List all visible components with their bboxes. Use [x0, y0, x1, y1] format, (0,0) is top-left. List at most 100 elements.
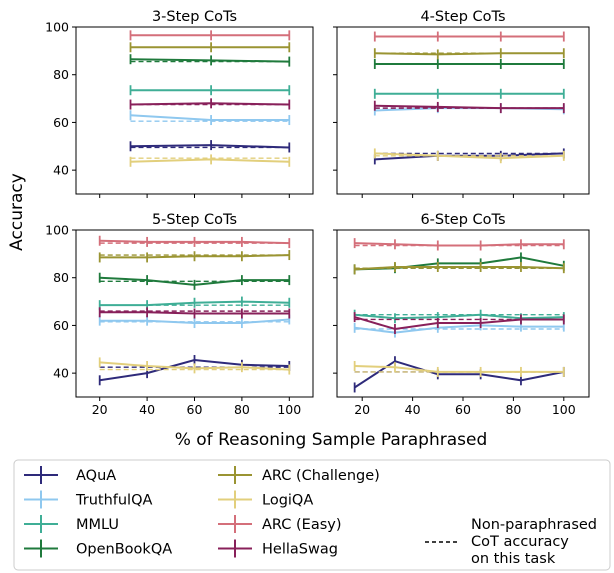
series-line — [354, 266, 564, 271]
legend: AQuA TruthfulQA MMLU OpenBookQA ARC (Challen… — [13, 459, 611, 571]
series-mmlu — [353, 309, 565, 324]
series-line — [354, 316, 564, 331]
series-mmlu — [98, 296, 291, 311]
series-aqua — [353, 356, 565, 393]
series-hellaswag — [373, 100, 565, 114]
series-line — [374, 52, 564, 56]
subplot-1: 3-Step CoTs 40 60 80 100 — [45, 9, 314, 198]
series-aqua — [129, 140, 291, 153]
series-line — [354, 365, 564, 373]
series-openbookqa — [353, 252, 565, 275]
series-truthfulqa — [129, 110, 291, 126]
subplot-4: 6-Step CoTs 20 40 60 80 100 — [333, 212, 590, 417]
series-arc-easy — [373, 31, 565, 42]
subplot-title: 6-Step CoTs — [420, 212, 505, 228]
series-line — [374, 152, 564, 161]
x-tick-label: 20 — [92, 402, 108, 417]
legend-item-aqua: AQuA — [24, 466, 116, 484]
series-truthfulqa — [373, 103, 565, 116]
series-arc-easy — [98, 235, 291, 249]
series-mmlu — [373, 88, 565, 99]
subplot-title: 4-Step CoTs — [420, 9, 505, 25]
series-line — [130, 158, 290, 163]
y-axis-label: Accuracy — [7, 173, 27, 251]
series-openbookqa — [129, 54, 291, 67]
x-tick-label: 60 — [455, 402, 471, 417]
legend-label: HellaSwag — [262, 542, 338, 558]
series-arc-easy — [353, 238, 565, 251]
x-tick-label: 40 — [405, 402, 421, 417]
x-tick-label: 40 — [139, 402, 155, 417]
series-line — [374, 152, 564, 160]
legend-item-truthfulqa: TruthfulQA — [24, 490, 152, 509]
series-hellaswag — [98, 307, 291, 319]
legend-frame — [13, 459, 611, 571]
series-hellaswag — [353, 312, 565, 335]
y-tick-label: 80 — [53, 67, 69, 82]
x-tick-label: 80 — [234, 402, 250, 417]
series-logiqa — [98, 357, 291, 375]
legend-label: OpenBookQA — [76, 542, 172, 558]
series-openbookqa — [98, 272, 291, 290]
subplot-title: 3-Step CoTs — [152, 9, 237, 25]
y-tick-label: 100 — [45, 20, 69, 35]
subplot-frame — [336, 26, 590, 195]
x-tick-label: 20 — [354, 402, 370, 417]
legend-item-logiqa: LogiQA — [218, 490, 313, 509]
y-tick-label: 40 — [53, 163, 69, 178]
legend-label: ARC (Challenge) — [262, 468, 380, 484]
x-axis-label: % of Reasoning Sample Paraphrased — [175, 430, 488, 450]
subplot-2: 4-Step CoTs — [333, 9, 590, 198]
legend-label: MMLU — [76, 517, 119, 533]
series-line — [354, 324, 564, 334]
y-tick-label: 100 — [45, 223, 69, 238]
series-line — [374, 104, 564, 110]
legend-dashed-label-line2: CoT accuracy — [471, 534, 569, 550]
subplot-frame — [336, 229, 590, 398]
legend-item-mmlu: MMLU — [24, 515, 119, 533]
legend-dashed-label-line1: Non-paraphrased — [471, 517, 597, 533]
series-line — [130, 102, 290, 106]
series-line — [354, 313, 564, 320]
subplot-frame — [75, 26, 314, 195]
legend-items: AQuA TruthfulQA MMLU OpenBookQA ARC (Challen… — [24, 466, 380, 558]
series-line — [130, 114, 290, 121]
series-line — [130, 58, 290, 63]
y-tick-label: 80 — [53, 270, 69, 285]
series-arc-challenge — [353, 261, 565, 275]
x-tick-label: 100 — [552, 402, 576, 417]
x-tick-label: 60 — [187, 402, 203, 417]
y-tick-label: 60 — [53, 115, 69, 130]
subplot-frame — [75, 229, 314, 398]
series-logiqa — [353, 360, 565, 377]
series-logiqa — [373, 148, 565, 164]
legend-item-hellaswag: HellaSwag — [218, 539, 338, 558]
series-mmlu — [129, 85, 291, 96]
legend-label: TruthfulQA — [75, 493, 152, 509]
legend-label: ARC (Easy) — [262, 517, 342, 533]
series-arc-challenge — [98, 250, 291, 263]
series-line — [354, 242, 564, 247]
legend-item-arc-easy: ARC (Easy) — [218, 515, 342, 533]
legend-item-openbookqa: OpenBookQA — [24, 539, 172, 558]
subplot-3: 5-Step CoTs 40 60 80 100 20 40 60 80 100 — [45, 212, 314, 417]
legend-dashed-label-line3: on this task — [471, 551, 556, 567]
series-openbookqa — [373, 58, 565, 69]
x-tick-label: 100 — [277, 402, 301, 417]
y-tick-label: 40 — [53, 366, 69, 381]
series-hellaswag — [129, 98, 291, 110]
legend-dashed-entry: Non-paraphrased CoT accuracy on this tas… — [425, 517, 597, 567]
series-logiqa — [129, 154, 291, 167]
subplot-grid: 3-Step CoTs 40 60 80 100 4-Step CoTs 5-Step Co… — [45, 9, 590, 417]
series-arc-challenge — [373, 48, 565, 60]
x-tick-label: 80 — [505, 402, 521, 417]
legend-label: AQuA — [76, 468, 116, 484]
legend-label: LogiQA — [262, 493, 313, 509]
series-line — [354, 360, 564, 389]
series-arc-challenge — [129, 42, 291, 53]
series-line — [130, 144, 290, 149]
legend-item-arc-challenge: ARC (Challenge) — [218, 466, 380, 484]
subplot-title: 5-Step CoTs — [152, 212, 237, 228]
series-arc-easy — [129, 30, 291, 41]
